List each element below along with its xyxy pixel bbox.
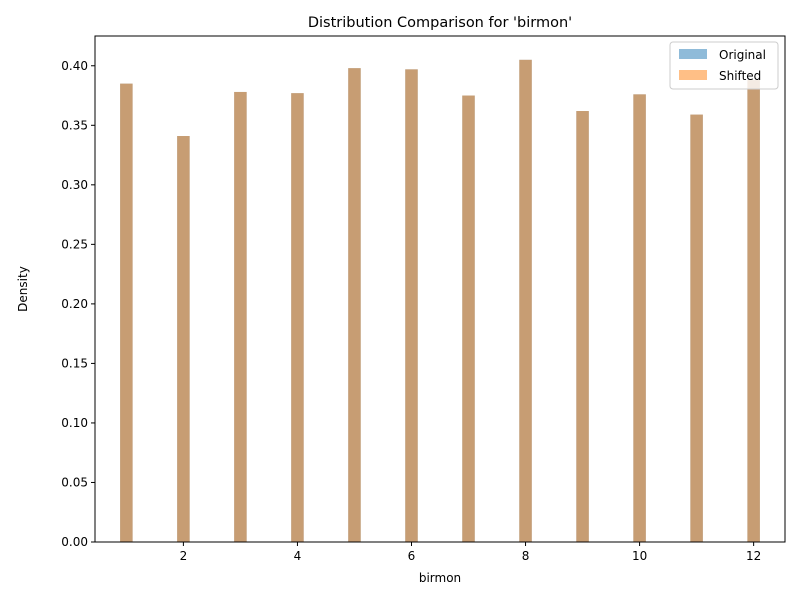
- bar-shifted: [177, 136, 190, 542]
- y-tick-label: 0.10: [61, 416, 88, 430]
- bar-shifted: [519, 59, 532, 543]
- x-tick-label: 8: [522, 549, 530, 563]
- y-axis-label: Density: [16, 266, 30, 312]
- bar-shifted: [747, 80, 760, 543]
- bar-shifted: [576, 111, 589, 542]
- y-tick-label: 0.20: [61, 297, 88, 311]
- x-tick-label: 6: [408, 549, 416, 563]
- x-tick-label: 12: [746, 549, 761, 563]
- bars-layer: [120, 59, 760, 543]
- legend: Original Shifted: [669, 41, 779, 90]
- legend-label-shifted: Shifted: [719, 69, 761, 83]
- legend-label-original: Original: [719, 48, 766, 62]
- bar-shifted: [120, 83, 133, 543]
- bar-shifted: [405, 69, 418, 542]
- bar-shifted: [234, 91, 247, 543]
- legend-swatch-original: [679, 49, 707, 59]
- y-tick-label: 0.30: [61, 178, 88, 192]
- bar-shifted: [690, 114, 703, 542]
- x-axis: 2 4 6 8 10 12: [180, 542, 761, 563]
- y-tick-label: 0.15: [61, 356, 88, 370]
- y-tick-label: 0.35: [61, 118, 88, 132]
- bar-shifted: [348, 68, 361, 543]
- chart-title: Distribution Comparison for 'birmon': [308, 15, 572, 31]
- x-axis-label: birmon: [419, 571, 461, 585]
- y-axis: 0.00 0.05 0.10 0.15 0.20 0.25 0.30 0.35 0.40: [61, 59, 95, 549]
- x-tick-label: 10: [632, 549, 647, 563]
- y-tick-label: 0.05: [61, 475, 88, 489]
- y-tick-label: 0.40: [61, 59, 88, 73]
- legend-swatch-shifted: [679, 70, 707, 80]
- y-tick-label: 0.25: [61, 237, 88, 251]
- y-tick-label: 0.00: [61, 535, 88, 549]
- bar-shifted: [291, 93, 304, 543]
- x-tick-label: 2: [180, 549, 188, 563]
- bar-shifted: [462, 95, 475, 542]
- bar-shifted: [633, 94, 646, 542]
- x-tick-label: 4: [294, 549, 302, 563]
- plot-area-frame: [94, 35, 786, 543]
